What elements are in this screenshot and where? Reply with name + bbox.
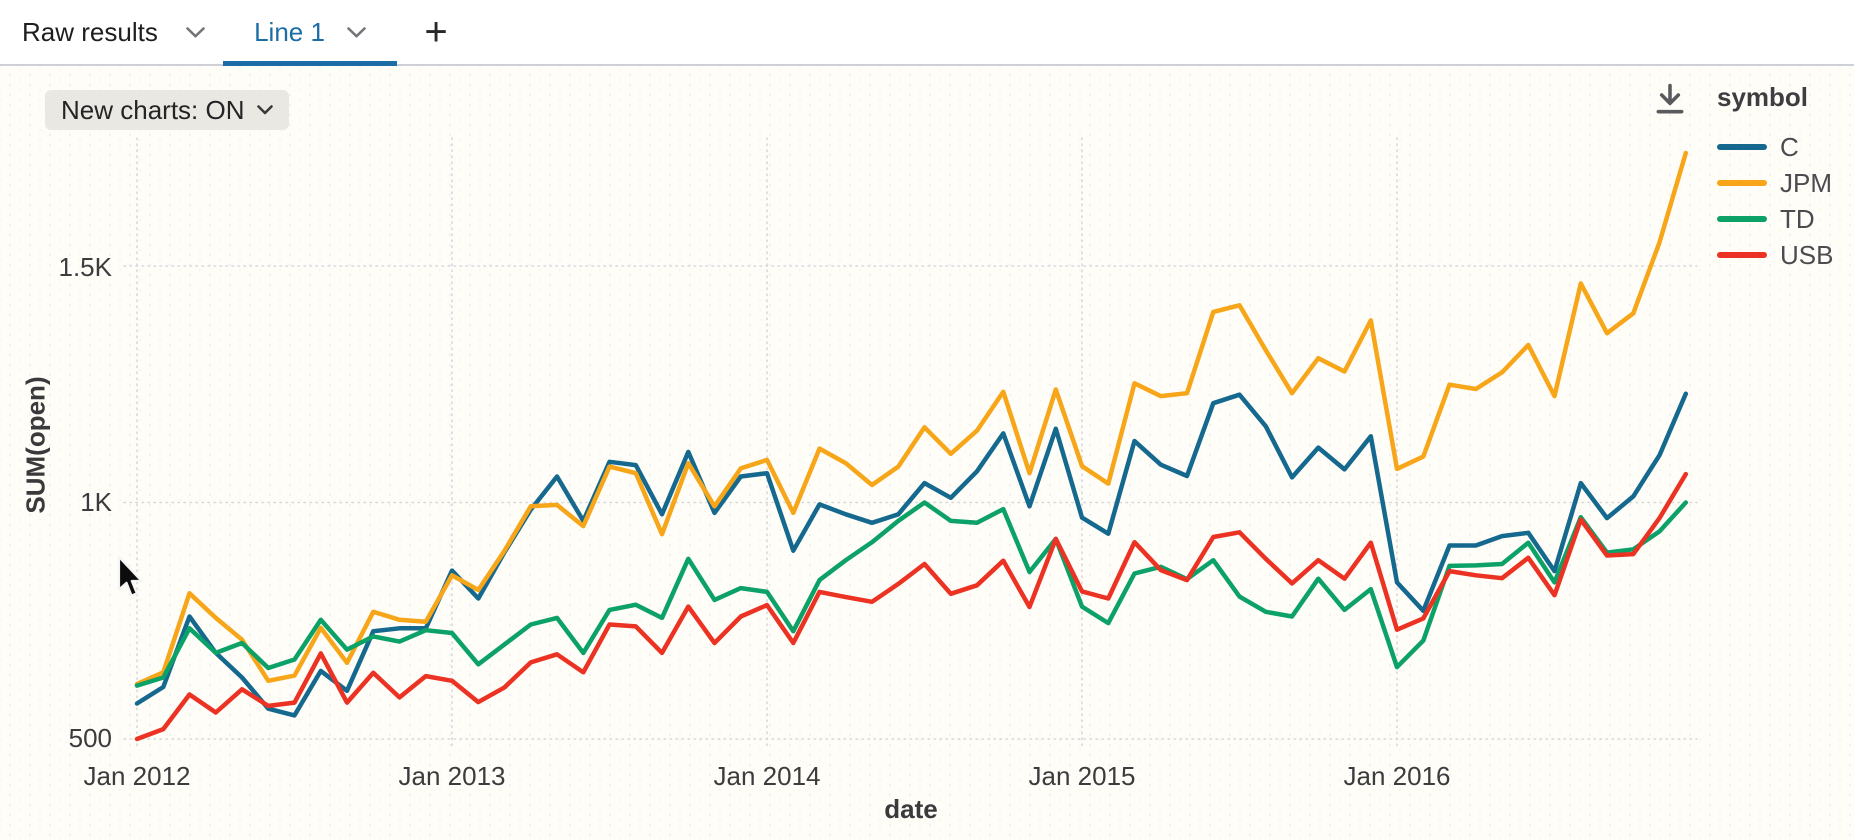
- active-tab-underline: [223, 61, 397, 66]
- x-tick-label: Jan 2012: [83, 761, 191, 791]
- legend-label: TD: [1780, 203, 1815, 234]
- x-tick-label: Jan 2013: [398, 761, 506, 791]
- series-swatch: [1717, 144, 1767, 150]
- tab-raw-results-label: Raw results: [22, 16, 158, 47]
- x-tick-label: Jan 2014: [713, 761, 821, 791]
- legend-item-c[interactable]: C: [1717, 129, 1854, 165]
- download-chart-button[interactable]: [1650, 80, 1690, 120]
- tab-line-1-label: Line 1: [254, 16, 325, 47]
- tab-raw-results[interactable]: Raw results: [22, 0, 205, 64]
- legend-label: C: [1780, 131, 1799, 162]
- chevron-down-icon: [256, 105, 273, 115]
- series-line-JPM: [134, 150, 1689, 687]
- x-axis-title: date: [884, 794, 938, 824]
- legend-item-td[interactable]: TD: [1717, 201, 1854, 237]
- new-charts-toggle[interactable]: New charts: ON: [45, 90, 289, 130]
- y-tick-label: 1K: [80, 487, 112, 517]
- new-charts-label: New charts: ON: [61, 94, 245, 125]
- chevron-down-icon[interactable]: [347, 26, 366, 38]
- legend-label: JPM: [1780, 167, 1832, 198]
- legend-label: USB: [1780, 239, 1834, 270]
- legend-item-usb[interactable]: USB: [1717, 237, 1854, 273]
- add-tab-button[interactable]: +: [414, 0, 458, 64]
- series-line-USB: [134, 471, 1689, 742]
- tab-line-1[interactable]: Line 1: [223, 0, 397, 66]
- y-tick-label: 1.5K: [58, 252, 113, 282]
- chevron-down-icon[interactable]: [186, 26, 205, 38]
- chart-legend: symbol C JPM TD USB: [1717, 82, 1854, 273]
- x-tick-label: Jan 2015: [1028, 761, 1136, 791]
- series-line-TD: [134, 500, 1689, 688]
- series-swatch: [1717, 252, 1767, 258]
- y-axis-title: SUM(open): [20, 376, 51, 514]
- tab-bar: Raw results Line 1 +: [0, 0, 1854, 66]
- y-tick-label: 500: [68, 723, 112, 753]
- legend-item-jpm[interactable]: JPM: [1717, 165, 1854, 201]
- series-line-C: [134, 391, 1689, 718]
- download-icon: [1656, 83, 1684, 114]
- x-tick-label: Jan 2016: [1343, 761, 1451, 791]
- mouse-cursor: [117, 555, 145, 603]
- legend-title: symbol: [1717, 82, 1809, 112]
- series-swatch: [1717, 180, 1767, 186]
- series-swatch: [1717, 216, 1767, 222]
- plus-icon: +: [424, 9, 448, 54]
